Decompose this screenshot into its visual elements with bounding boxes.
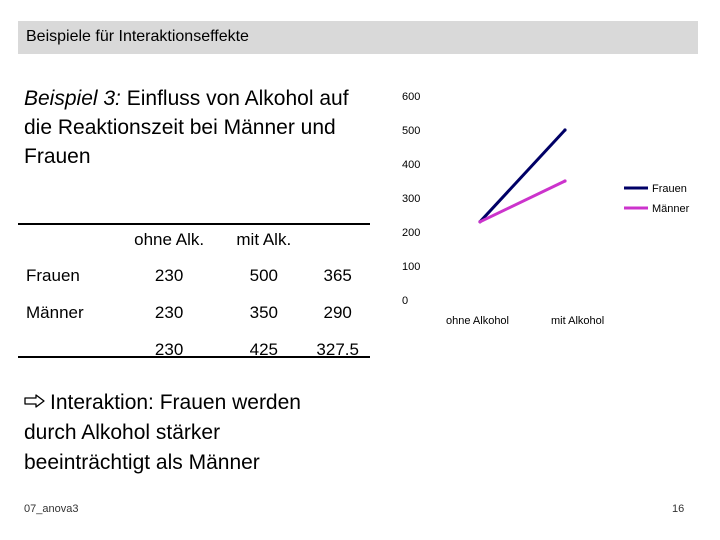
- table-cell: 230: [154, 339, 184, 359]
- table-cell: 230: [154, 265, 184, 285]
- column-header: mit Alk.: [236, 230, 292, 249]
- y-tick-label: 600: [402, 91, 420, 103]
- heading-prefix: Beispiel 3:: [24, 87, 121, 110]
- slide-title: Beispiele für Interaktionseffekte: [26, 28, 249, 45]
- conclusion-text: Interaktion: Frauen werden durch Alkohol…: [24, 391, 301, 474]
- table-cell: 230: [154, 302, 184, 322]
- column-header: [305, 223, 370, 257]
- data-table: ohne Alk. mit Alk. Frauen 230 500 365 Mä…: [18, 223, 370, 368]
- table-row: Männer 230 350 290: [18, 294, 370, 331]
- data-point: [478, 220, 482, 224]
- y-tick-label: 200: [402, 227, 420, 239]
- data-point: [563, 128, 567, 132]
- table-cell: 327.5: [316, 339, 359, 359]
- example-heading: Beispiel 3: Einfluss von Alkohol auf die…: [24, 84, 374, 171]
- series-line-0: [478, 128, 567, 223]
- y-tick-label: 500: [402, 125, 420, 137]
- header-bar: Beispiele für Interaktionseffekte: [18, 21, 698, 54]
- line-chart: 0 100 200 300 400 500 600 ohne Alkohol mit Alkoh…: [402, 91, 690, 327]
- row-label: Frauen: [26, 265, 80, 285]
- table-cell: 500: [249, 265, 278, 285]
- table-cell: 350: [249, 302, 278, 322]
- conclusion: Interaktion: Frauen werden durch Alkohol…: [24, 388, 344, 478]
- column-header: ohne Alk.: [134, 230, 205, 249]
- legend-label: Männer: [652, 203, 690, 215]
- table-header-row: ohne Alk. mit Alk.: [18, 223, 370, 257]
- data-point: [563, 179, 567, 183]
- footer-filename: 07_anova3: [24, 503, 79, 515]
- y-tick-label: 400: [402, 159, 420, 171]
- y-tick-label: 300: [402, 193, 420, 205]
- y-tick-label: 100: [402, 261, 420, 273]
- x-tick-label: ohne Alkohol: [446, 315, 509, 327]
- x-tick-label: mit Alkohol: [551, 315, 604, 327]
- column-header: [18, 223, 116, 257]
- table-bottom-rule: [18, 356, 370, 358]
- table-cell: 425: [249, 339, 278, 359]
- hollow-arrow-right-icon: [24, 394, 45, 408]
- page-number: 16: [672, 503, 685, 515]
- table-cell: 365: [323, 265, 352, 285]
- series-line-1: [479, 179, 566, 224]
- table-row: 230 425 327.5: [18, 331, 370, 368]
- table-row: Frauen 230 500 365: [18, 257, 370, 294]
- heading-text: Einfluss von Alkohol auf die Reaktionsze…: [24, 87, 349, 168]
- table-top-rule: [18, 223, 370, 225]
- table-cell: 290: [323, 302, 352, 322]
- row-label: Männer: [26, 302, 84, 322]
- row-label: [18, 331, 116, 368]
- legend-label: Frauen: [652, 183, 687, 195]
- y-tick-label: 0: [402, 295, 408, 307]
